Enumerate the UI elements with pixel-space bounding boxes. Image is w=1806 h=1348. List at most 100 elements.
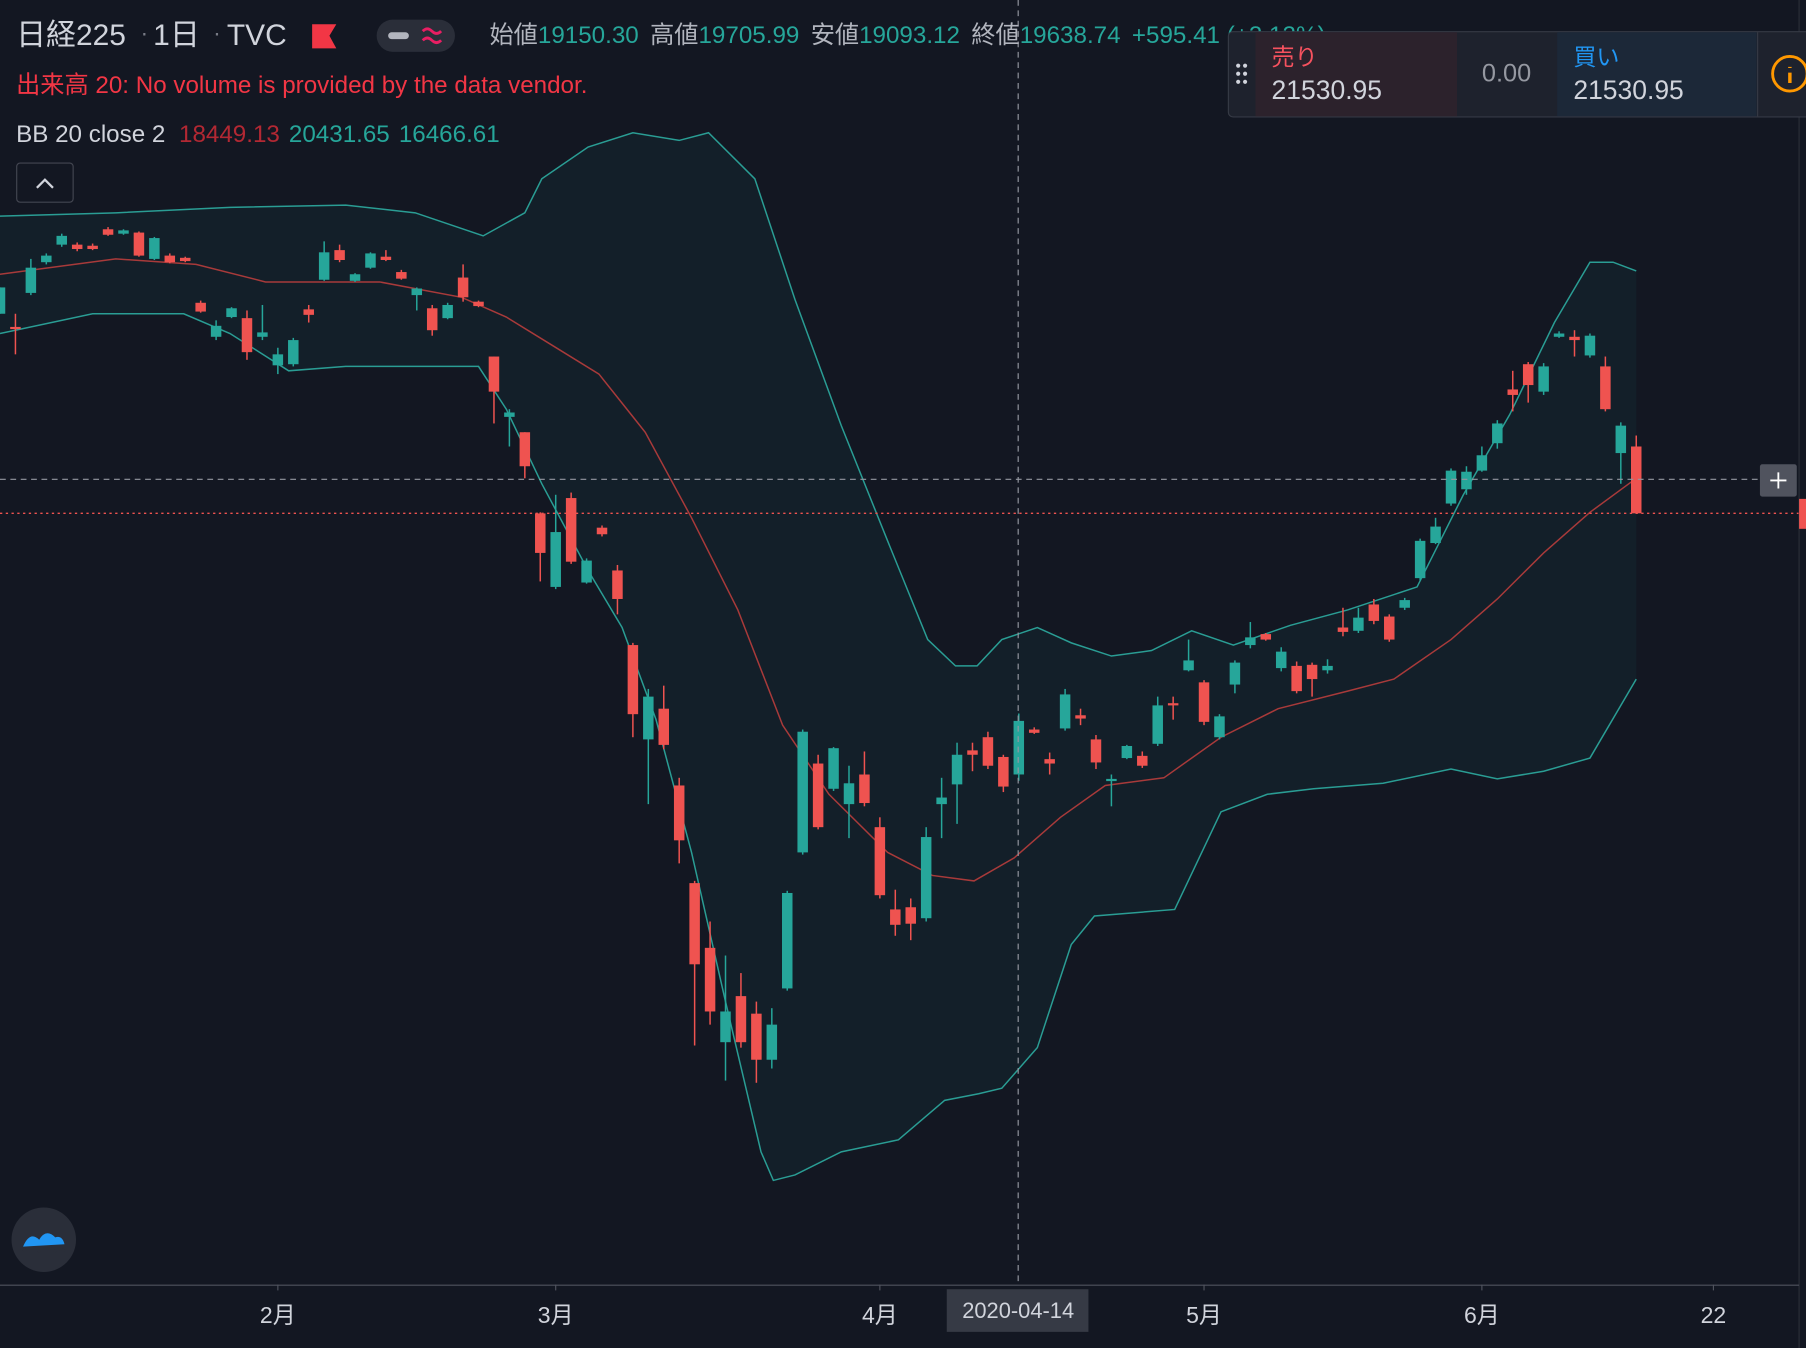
candle-body: [457, 277, 469, 298]
buy-button[interactable]: [1557, 32, 1757, 117]
candle-body: [210, 325, 222, 337]
candle-body: [550, 532, 561, 587]
candle-body: [1399, 600, 1410, 608]
candle-body: [535, 513, 546, 553]
x-tick-label: 5月: [1186, 1302, 1222, 1328]
candle-body: [1198, 682, 1210, 722]
buy-price: 21530.95: [1573, 75, 1683, 105]
candle-body: [380, 256, 392, 260]
candle-body: [396, 272, 407, 279]
indicator-legend: BB 20 close 2 18449.13 20431.65 16466.61: [16, 121, 500, 148]
candle-body: [1337, 627, 1349, 632]
candle-body: [118, 230, 129, 234]
indicator-value: 20431.65: [289, 121, 390, 148]
candle-body: [1090, 739, 1102, 763]
candle-body: [1430, 526, 1441, 544]
candle-body: [1476, 455, 1488, 471]
candle-body: [334, 250, 345, 260]
candle-body: [149, 238, 160, 259]
candle-body: [1553, 333, 1565, 337]
candle-body: [1245, 637, 1256, 646]
candle-body: [411, 288, 423, 296]
logo-cloud: [23, 1233, 65, 1247]
candle-body: [565, 498, 577, 562]
candle-body: [581, 560, 592, 583]
interval[interactable]: 1日: [153, 19, 200, 52]
sell-button[interactable]: [1255, 32, 1458, 117]
candle-body: [1384, 616, 1395, 640]
time-axis: 2月 3月 4月 5月 6月 22: [260, 1284, 1727, 1328]
candle-body: [10, 326, 21, 330]
candle-body: [1569, 336, 1580, 341]
candle-body: [1461, 471, 1472, 490]
drag-handle[interactable]: [1236, 63, 1248, 84]
symbol[interactable]: 日経225: [16, 19, 126, 52]
candle-body: [1522, 364, 1534, 386]
x-tick-label: 2月: [260, 1302, 296, 1328]
candle-body: [288, 340, 299, 365]
candle-body: [1183, 660, 1194, 671]
band-line: [0, 258, 1637, 882]
candle-body: [751, 1013, 762, 1060]
collapse-button[interactable]: [16, 162, 74, 203]
candle-body: [87, 245, 98, 250]
volume-notice: 出来高 20: No volume is provided by the dat…: [16, 72, 587, 99]
candle-body: [689, 883, 700, 965]
candle-body: [1152, 705, 1163, 744]
x-tick-label: 4月: [862, 1302, 898, 1328]
candle-body: [1538, 366, 1549, 392]
separator: ·: [213, 20, 221, 46]
candle-body: [1584, 335, 1596, 356]
x-tick-label: 3月: [538, 1302, 574, 1328]
candle-body: [25, 267, 37, 293]
candle-body: [812, 763, 824, 828]
candle-body: [241, 318, 253, 353]
candle-body: [488, 356, 500, 392]
separator: ·: [141, 20, 149, 46]
candle-body: [71, 244, 83, 250]
crosshair-date: 2020-04-14: [962, 1298, 1074, 1323]
candle-body: [720, 1011, 731, 1043]
x-tick-label: 22: [1701, 1302, 1727, 1328]
ohlc-legend: 始値19150.30 高値19705.99 安値19093.12 終値19638…: [490, 22, 1326, 49]
candle-body: [504, 412, 515, 417]
ohlc-value: 19150.30: [538, 22, 639, 49]
candle-body: [426, 308, 438, 331]
band-line: [0, 313, 1637, 1182]
candle-body: [951, 754, 963, 785]
logo-wave: [22, 1246, 66, 1253]
candle-body: [1414, 540, 1426, 579]
candle-body: [133, 232, 145, 256]
candle-body: [982, 737, 994, 766]
candle-body: [56, 235, 67, 245]
ohlc-value: 19638.74: [1020, 22, 1121, 49]
candle-body: [1368, 604, 1380, 621]
candle-body: [1075, 715, 1086, 719]
candle-body: [828, 748, 839, 789]
candle-body: [102, 229, 114, 235]
candle-body: [1106, 778, 1117, 782]
candle-body: [843, 783, 855, 805]
candle-body: [1306, 664, 1318, 680]
plot-area: [0, 131, 1800, 1182]
indicator-value: 16466.61: [399, 121, 500, 148]
flag-icon[interactable]: [312, 24, 337, 49]
candle-body: [1059, 694, 1071, 729]
minus-icon: [388, 32, 409, 40]
candle-body: [318, 252, 330, 280]
candle-body: [519, 432, 531, 467]
price-tag: [1799, 498, 1806, 529]
candle-body: [797, 731, 808, 853]
candle-body: [596, 527, 608, 535]
candle-body: [1044, 759, 1055, 764]
candle-body: [257, 332, 268, 337]
sell-price: 21530.95: [1272, 75, 1382, 105]
info-icon[interactable]: [1771, 55, 1806, 93]
chevron-up: [36, 178, 54, 189]
ohlc-label: 高値: [650, 22, 698, 49]
candle-body: [1229, 662, 1241, 685]
candle-body: [859, 774, 870, 804]
candle-body: [874, 827, 886, 896]
candle-body: [1322, 665, 1333, 671]
